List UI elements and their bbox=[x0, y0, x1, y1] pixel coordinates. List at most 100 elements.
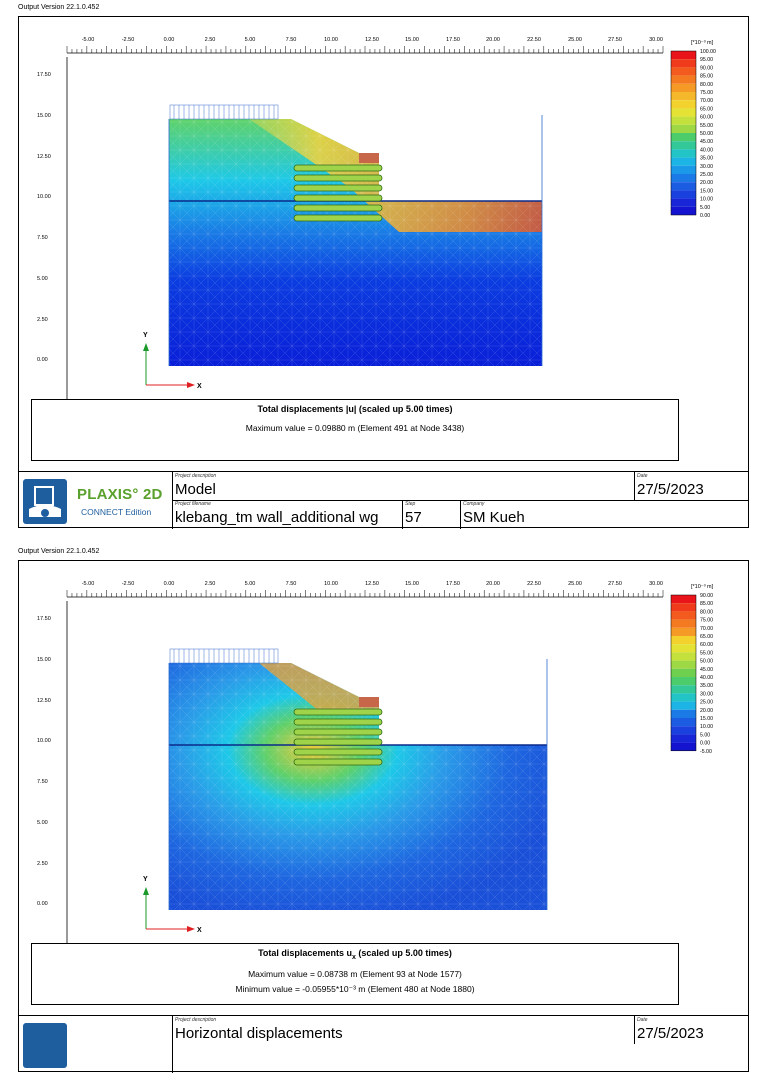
legend-swatch bbox=[671, 108, 696, 117]
legend-value: 65.00 bbox=[700, 106, 713, 112]
legend-swatch bbox=[671, 100, 696, 109]
legend-value: 45.00 bbox=[700, 139, 713, 145]
step-cell: Step 57 bbox=[403, 500, 461, 529]
legend-value: 30.00 bbox=[700, 691, 713, 697]
legend-value: 30.00 bbox=[700, 164, 713, 170]
date-cell: Date 27/5/2023 bbox=[637, 1017, 704, 1042]
svg-text:17.50: 17.50 bbox=[37, 616, 51, 622]
deformed-mesh-contour bbox=[168, 115, 543, 366]
legend-swatch bbox=[671, 124, 696, 133]
svg-text:22.50: 22.50 bbox=[527, 37, 541, 43]
legend-swatch bbox=[671, 59, 696, 68]
svg-text:17.50: 17.50 bbox=[446, 581, 460, 587]
axis-arrows: Y X bbox=[143, 332, 202, 390]
legend-swatch bbox=[671, 718, 696, 727]
surface-load bbox=[169, 648, 279, 664]
svg-text:5.00: 5.00 bbox=[245, 581, 256, 587]
legend-swatch bbox=[671, 67, 696, 76]
svg-text:7.50: 7.50 bbox=[286, 37, 297, 43]
legend-value: 25.00 bbox=[700, 172, 713, 178]
legend-value: 75.00 bbox=[700, 90, 713, 96]
svg-text:15.00: 15.00 bbox=[405, 37, 419, 43]
caption-title: Total displacements ux (scaled up 5.00 t… bbox=[258, 948, 452, 961]
svg-text:5.00: 5.00 bbox=[245, 37, 256, 43]
svg-text:27.50: 27.50 bbox=[608, 581, 622, 587]
result-caption: Total displacements ux (scaled up 5.00 t… bbox=[31, 943, 679, 1005]
legend-value: 60.00 bbox=[700, 115, 713, 121]
caption-min-value: Minimum value = -0.05955*10⁻³ m (Element… bbox=[235, 983, 475, 994]
result-caption: Total displacements |u| (scaled up 5.00 … bbox=[31, 399, 679, 461]
svg-text:-2.50: -2.50 bbox=[122, 581, 135, 587]
legend-swatch bbox=[671, 619, 696, 628]
legend-swatch bbox=[671, 92, 696, 101]
output-frame-1: -5.00 -2.50 0.00 2.50 5.00 7.50 10.00 12… bbox=[18, 16, 749, 529]
project-description-cell: Project description Horizontal displacem… bbox=[173, 1016, 635, 1044]
legend-swatch bbox=[671, 157, 696, 166]
legend-unit: [*10⁻³ m] bbox=[691, 40, 714, 46]
svg-text:12.50: 12.50 bbox=[365, 37, 379, 43]
plaxis-logo bbox=[19, 1016, 173, 1073]
legend-swatch bbox=[671, 726, 696, 735]
legend-value: 50.00 bbox=[700, 659, 713, 665]
y-axis-tick-labels: 17.50 15.00 12.50 10.00 7.50 5.00 2.50 0… bbox=[37, 72, 51, 363]
caption-max-value: Maximum value = 0.09880 m (Element 491 a… bbox=[245, 423, 465, 433]
legend-value: 10.00 bbox=[700, 197, 713, 203]
output-page-2: Output Version 22.1.0.452 bbox=[0, 548, 768, 1088]
svg-text:25.00: 25.00 bbox=[568, 37, 582, 43]
legend-value: 35.00 bbox=[700, 683, 713, 689]
legend-swatch bbox=[671, 165, 696, 174]
y-axis-label: Y bbox=[143, 332, 148, 339]
svg-text:20.00: 20.00 bbox=[486, 37, 500, 43]
version-label: Output Version 22.1.0.452 bbox=[18, 4, 100, 11]
legend-swatch bbox=[671, 141, 696, 150]
legend-value: 90.00 bbox=[700, 65, 713, 71]
svg-text:7.50: 7.50 bbox=[286, 581, 297, 587]
geogrid-wall bbox=[293, 153, 383, 222]
legend-value: -5.00 bbox=[700, 749, 712, 755]
svg-text:27.50: 27.50 bbox=[608, 37, 622, 43]
x-axis-label: X bbox=[197, 383, 202, 390]
legend-swatch bbox=[671, 190, 696, 199]
legend-value: 70.00 bbox=[700, 626, 713, 632]
legend-value: 100.00 bbox=[700, 49, 716, 55]
legend-value: 35.00 bbox=[700, 156, 713, 162]
legend-value: 45.00 bbox=[700, 667, 713, 673]
svg-text:17.50: 17.50 bbox=[37, 72, 51, 78]
legend-value: 95.00 bbox=[700, 57, 713, 63]
legend-swatch bbox=[671, 603, 696, 612]
legend-value: 55.00 bbox=[700, 123, 713, 129]
svg-text:-2.50: -2.50 bbox=[122, 37, 135, 43]
svg-text:10.00: 10.00 bbox=[324, 581, 338, 587]
legend-value: 85.00 bbox=[700, 601, 713, 607]
legend-swatch bbox=[671, 701, 696, 710]
logo-edition: CONNECT Edition bbox=[81, 507, 152, 517]
svg-text:22.50: 22.50 bbox=[527, 581, 541, 587]
output-page-1: Output Version 22.1.0.452 bbox=[0, 4, 768, 544]
legend-value: 5.00 bbox=[700, 732, 710, 738]
y-axis-label: Y bbox=[143, 876, 148, 883]
legend-value: 10.00 bbox=[700, 724, 713, 730]
svg-text:12.50: 12.50 bbox=[37, 154, 51, 160]
plaxis-logo: PLAXIS° 2D CONNECT Edition bbox=[19, 472, 173, 529]
geogrid-wall bbox=[293, 697, 383, 766]
color-legend: [*10⁻³ m] 100.00 95.00 90.00 85.00 80.00 75.0… bbox=[670, 40, 716, 219]
legend-unit: [*10⁻³ m] bbox=[691, 584, 714, 590]
svg-text:25.00: 25.00 bbox=[568, 581, 582, 587]
legend-swatch bbox=[671, 644, 696, 653]
svg-text:30.00: 30.00 bbox=[649, 581, 663, 587]
svg-text:2.50: 2.50 bbox=[205, 37, 216, 43]
legend-swatch bbox=[671, 174, 696, 183]
svg-text:10.00: 10.00 bbox=[37, 738, 51, 744]
legend-value: 20.00 bbox=[700, 708, 713, 714]
svg-text:0.00: 0.00 bbox=[164, 37, 175, 43]
legend-value: 15.00 bbox=[700, 716, 713, 722]
project-filename-cell: Project filename klebang_tm wall_additio… bbox=[173, 500, 403, 529]
legend-value: 25.00 bbox=[700, 700, 713, 706]
svg-text:-5.00: -5.00 bbox=[82, 581, 95, 587]
legend-swatch bbox=[671, 709, 696, 718]
version-label: Output Version 22.1.0.452 bbox=[18, 548, 100, 555]
svg-text:30.00: 30.00 bbox=[649, 37, 663, 43]
legend-value: 0.00 bbox=[700, 213, 710, 219]
svg-text:2.50: 2.50 bbox=[37, 861, 48, 867]
legend-swatch bbox=[671, 595, 696, 604]
